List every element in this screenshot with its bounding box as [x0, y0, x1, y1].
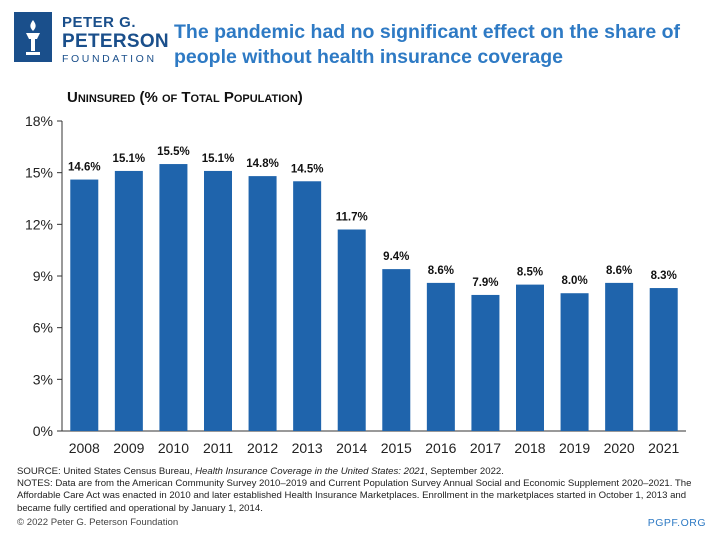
x-tick-label: 2015: [381, 440, 412, 456]
bar: [159, 164, 188, 432]
torch-logo-mark: [14, 12, 52, 62]
bar: [337, 229, 366, 431]
bar: [605, 282, 634, 431]
x-tick-label: 2014: [336, 440, 367, 456]
y-tick-label: 3%: [33, 371, 53, 387]
x-tick-label: 2020: [604, 440, 635, 456]
bar: [114, 170, 143, 431]
bar-value-label: 9.4%: [383, 251, 409, 263]
y-tick-label: 6%: [33, 320, 53, 336]
x-tick-label: 2010: [158, 440, 189, 456]
brand-name-line1: PETER G.: [62, 14, 137, 31]
source-title: Health Insurance Coverage in the United …: [195, 466, 425, 477]
bar-value-label: 8.6%: [428, 265, 454, 277]
bar-value-label: 15.1%: [113, 153, 146, 165]
x-tick-label: 2011: [203, 440, 233, 456]
website-link[interactable]: PGPF.ORG: [647, 517, 706, 529]
foundation-logo: PETER G. PETERSON FOUNDATION: [14, 12, 169, 68]
bar-value-label: 8.5%: [517, 267, 543, 279]
copyright: © 2022 Peter G. Peterson Foundation: [17, 517, 179, 528]
x-tick-label: 2012: [247, 440, 278, 456]
chart-notes: SOURCE: United States Census Bureau, Hea…: [17, 466, 707, 515]
y-tick-label: 12%: [25, 216, 53, 232]
bar-value-label: 15.1%: [202, 153, 235, 165]
x-tick-label: 2019: [559, 440, 590, 456]
y-tick-label: 15%: [25, 165, 53, 181]
bar: [516, 284, 544, 431]
x-tick-label: 2016: [425, 440, 456, 456]
bar-value-label: 8.6%: [606, 265, 632, 277]
bar-value-label: 14.5%: [291, 163, 324, 175]
x-tick-label: 2018: [514, 440, 545, 456]
y-tick-label: 18%: [25, 113, 53, 129]
bar-value-label: 14.8%: [246, 158, 279, 170]
source-line: SOURCE: United States Census Bureau, Hea…: [17, 466, 504, 477]
bar: [70, 179, 99, 431]
bar-value-label: 8.0%: [561, 275, 587, 287]
bar-value-label: 14.6%: [68, 162, 101, 174]
x-tick-label: 2013: [292, 440, 323, 456]
bar: [293, 181, 322, 431]
bar-value-label: 8.3%: [651, 270, 677, 282]
x-tick-label: 2009: [113, 440, 144, 456]
x-tick-label: 2017: [470, 440, 501, 456]
brand-name-line2: PETERSON: [62, 31, 169, 52]
bar-value-label: 7.9%: [472, 277, 498, 289]
bar: [426, 282, 455, 431]
brand-name-line3: FOUNDATION: [62, 53, 157, 65]
bar: [471, 294, 500, 431]
bar: [248, 176, 277, 431]
bar: [204, 170, 232, 431]
chart-headline: The pandemic had no significant effect o…: [174, 21, 680, 68]
bar-value-label: 15.5%: [157, 146, 190, 158]
y-tick-label: 0%: [33, 423, 53, 439]
bar: [560, 293, 589, 431]
chart-title: Uninsured (% of Total Population): [67, 89, 303, 106]
x-tick-label: 2021: [648, 440, 679, 456]
bar: [649, 288, 678, 431]
x-tick-label: 2008: [69, 440, 100, 456]
notes-text: NOTES: Data are from the American Commun…: [17, 478, 692, 514]
y-tick-label: 9%: [33, 268, 53, 284]
bar-value-label: 11.7%: [336, 212, 368, 224]
bar: [382, 269, 411, 431]
